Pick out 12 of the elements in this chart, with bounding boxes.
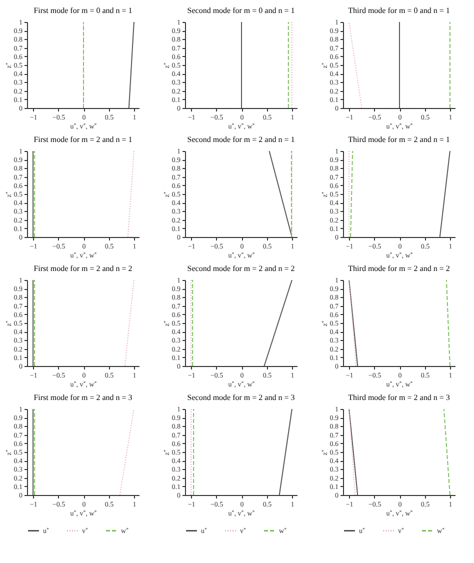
- chart-title: First mode for m = 2 and n = 3: [34, 393, 132, 402]
- chart-title: Second mode for m = 0 and n = 1: [187, 6, 295, 15]
- chart-title: Third mode for m = 2 and n = 2: [348, 264, 450, 273]
- chart-title: Second mode for m = 2 and n = 2: [187, 264, 295, 273]
- chart-title: Second mode for m = 2 and n = 1: [187, 135, 295, 144]
- chart-title: First mode for m = 2 and n = 2: [34, 264, 132, 273]
- chart-title: Third mode for m = 2 and n = 1: [348, 135, 450, 144]
- chart-title: Second mode for m = 2 and n = 3: [187, 393, 295, 402]
- chart-title: Third mode for m = 0 and n = 1: [348, 6, 450, 15]
- chart-title: Third mode for m = 2 and n = 3: [348, 393, 450, 402]
- chart-title: First mode for m = 2 and n = 1: [34, 135, 132, 144]
- chart-title: First mode for m = 0 and n = 1: [34, 6, 132, 15]
